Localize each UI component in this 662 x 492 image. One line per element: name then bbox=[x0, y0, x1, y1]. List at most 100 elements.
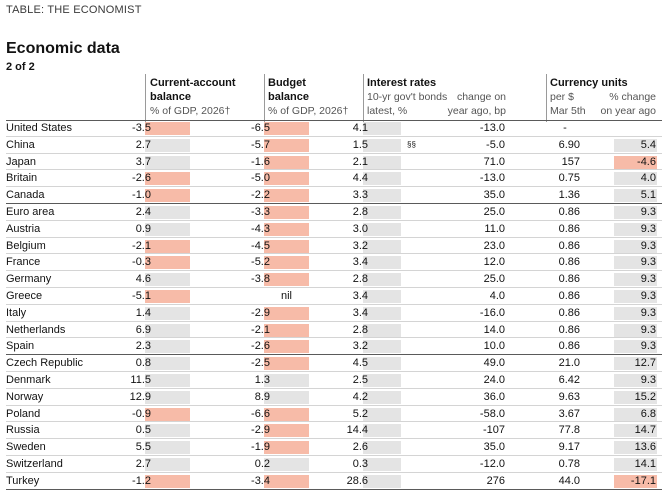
fxc-value: 9.3 bbox=[640, 306, 656, 319]
header-divider-bb bbox=[264, 74, 265, 122]
table-row: Belgium -2.1 -4.5 3.2 23.0 0.86 9.3 bbox=[6, 238, 662, 255]
fx-value: 0.86 bbox=[558, 306, 580, 319]
header-cu-chg1: % change bbox=[609, 91, 656, 103]
row-divider bbox=[6, 253, 662, 255]
bb-value: -3.8 bbox=[251, 273, 270, 286]
country-name: Greece bbox=[6, 289, 43, 302]
ir-bar bbox=[363, 172, 401, 186]
fxc-value: -4.6 bbox=[637, 155, 656, 168]
ca-value: 2.4 bbox=[135, 205, 151, 218]
bb-bar bbox=[264, 340, 309, 354]
table-row: United States -3.5 -6.5 4.1 -13.0 - bbox=[6, 120, 662, 137]
ir-bar bbox=[363, 390, 401, 404]
header-cu-per2: Mar 5th bbox=[550, 105, 586, 117]
ca-value: -1.2 bbox=[132, 474, 151, 487]
row-divider bbox=[6, 488, 662, 490]
fxc-value: 9.3 bbox=[640, 222, 656, 235]
row-divider bbox=[6, 438, 662, 440]
fxc-bar bbox=[614, 340, 657, 354]
irc-value: 10.0 bbox=[483, 340, 505, 353]
ir-bar bbox=[363, 256, 401, 270]
ca-value: 0.5 bbox=[135, 424, 151, 437]
ca-bar bbox=[145, 457, 190, 471]
ir-value: 28.6 bbox=[346, 474, 368, 487]
table-row: Canada -1.0 -2.2 3.3 35.0 1.36 5.1 bbox=[6, 187, 662, 204]
bb-value: -1.9 bbox=[251, 441, 270, 454]
ir-bar bbox=[363, 457, 401, 471]
bb-value: -2.5 bbox=[251, 357, 270, 370]
bb-bar bbox=[264, 205, 309, 219]
country-name: Euro area bbox=[6, 205, 55, 218]
ca-value: 0.8 bbox=[135, 357, 151, 370]
header-budget-balance: Budget balance % of GDP, 2026† bbox=[268, 76, 348, 118]
table-row: Italy 1.4 -2.9 3.4 -16.0 0.86 9.3 bbox=[6, 305, 662, 322]
table-row: Spain 2.3 -2.6 3.2 10.0 0.86 9.3 bbox=[6, 338, 662, 356]
bb-value: -1.6 bbox=[251, 155, 270, 168]
irc-value: 35.0 bbox=[483, 189, 505, 202]
ca-value: 12.9 bbox=[129, 390, 151, 403]
bb-bar bbox=[264, 407, 309, 421]
fxc-bar bbox=[614, 205, 657, 219]
irc-value: -16.0 bbox=[479, 306, 505, 319]
ir-bar bbox=[363, 189, 401, 203]
fxc-bar bbox=[614, 323, 657, 337]
ir-value: 2.8 bbox=[352, 205, 368, 218]
row-divider bbox=[6, 337, 662, 339]
fx-value: 157 bbox=[561, 155, 580, 168]
page-title: Economic data bbox=[6, 40, 120, 57]
table-row: Germany 4.6 -3.8 2.8 25.0 0.86 9.3 bbox=[6, 271, 662, 288]
ir-value: 4.5 bbox=[352, 357, 368, 370]
fxc-value: 12.7 bbox=[634, 357, 656, 370]
bb-bar bbox=[264, 189, 309, 203]
row-divider bbox=[6, 219, 662, 221]
ca-value: -1.0 bbox=[132, 189, 151, 202]
ir-value: 3.3 bbox=[352, 189, 368, 202]
table-row: Switzerland 2.7 0.2 0.3 -12.0 0.78 14.1 bbox=[6, 456, 662, 473]
ir-value: 4.1 bbox=[352, 122, 368, 134]
ca-value: -2.6 bbox=[132, 172, 151, 185]
row-divider bbox=[6, 303, 662, 305]
fxc-bar bbox=[614, 474, 657, 488]
row-divider bbox=[6, 454, 662, 456]
ir-value: 4.4 bbox=[352, 172, 368, 185]
ca-bar bbox=[145, 441, 190, 455]
page-subtitle: 2 of 2 bbox=[6, 61, 35, 73]
fxc-value: 6.8 bbox=[640, 407, 656, 420]
table-row: Turkey -1.2 -3.4 28.6 276 44.0 -17.1 bbox=[6, 473, 662, 490]
ir-bar bbox=[363, 273, 401, 287]
country-name: Sweden bbox=[6, 441, 46, 454]
fxc-bar bbox=[614, 138, 657, 152]
fxc-bar bbox=[614, 424, 657, 438]
bb-bar bbox=[264, 273, 309, 287]
fxc-value: 9.3 bbox=[640, 289, 656, 302]
row-divider bbox=[6, 354, 662, 356]
header-cu-chg2: on year ago bbox=[600, 105, 656, 117]
row-divider bbox=[6, 236, 662, 238]
ir-value: 2.8 bbox=[352, 323, 368, 336]
ca-bar bbox=[145, 239, 190, 253]
fxc-value: 14.1 bbox=[634, 457, 656, 470]
ca-bar bbox=[145, 205, 190, 219]
ca-value: 4.6 bbox=[135, 273, 151, 286]
country-name: Turkey bbox=[6, 474, 40, 487]
country-name: Belgium bbox=[6, 239, 46, 252]
bb-bar bbox=[264, 474, 309, 488]
fxc-bar bbox=[614, 222, 657, 236]
bb-value: -3.3 bbox=[251, 205, 270, 218]
ca-value: 2.7 bbox=[135, 138, 151, 151]
bb-bar bbox=[264, 357, 309, 371]
country-name: Canada bbox=[6, 189, 45, 202]
fxc-bar bbox=[614, 373, 657, 387]
bb-bar bbox=[264, 155, 309, 169]
header-bb-title: Budget bbox=[268, 77, 306, 89]
irc-value: -5.0 bbox=[486, 138, 505, 151]
fx-value: 6.42 bbox=[558, 373, 580, 386]
fx-value: 0.78 bbox=[558, 457, 580, 470]
ca-bar bbox=[145, 256, 190, 270]
fxc-bar bbox=[614, 407, 657, 421]
fxc-bar bbox=[614, 273, 657, 287]
row-divider bbox=[6, 202, 662, 204]
bb-value: -2.1 bbox=[251, 323, 270, 336]
fxc-bar bbox=[614, 306, 657, 320]
ca-bar bbox=[145, 407, 190, 421]
